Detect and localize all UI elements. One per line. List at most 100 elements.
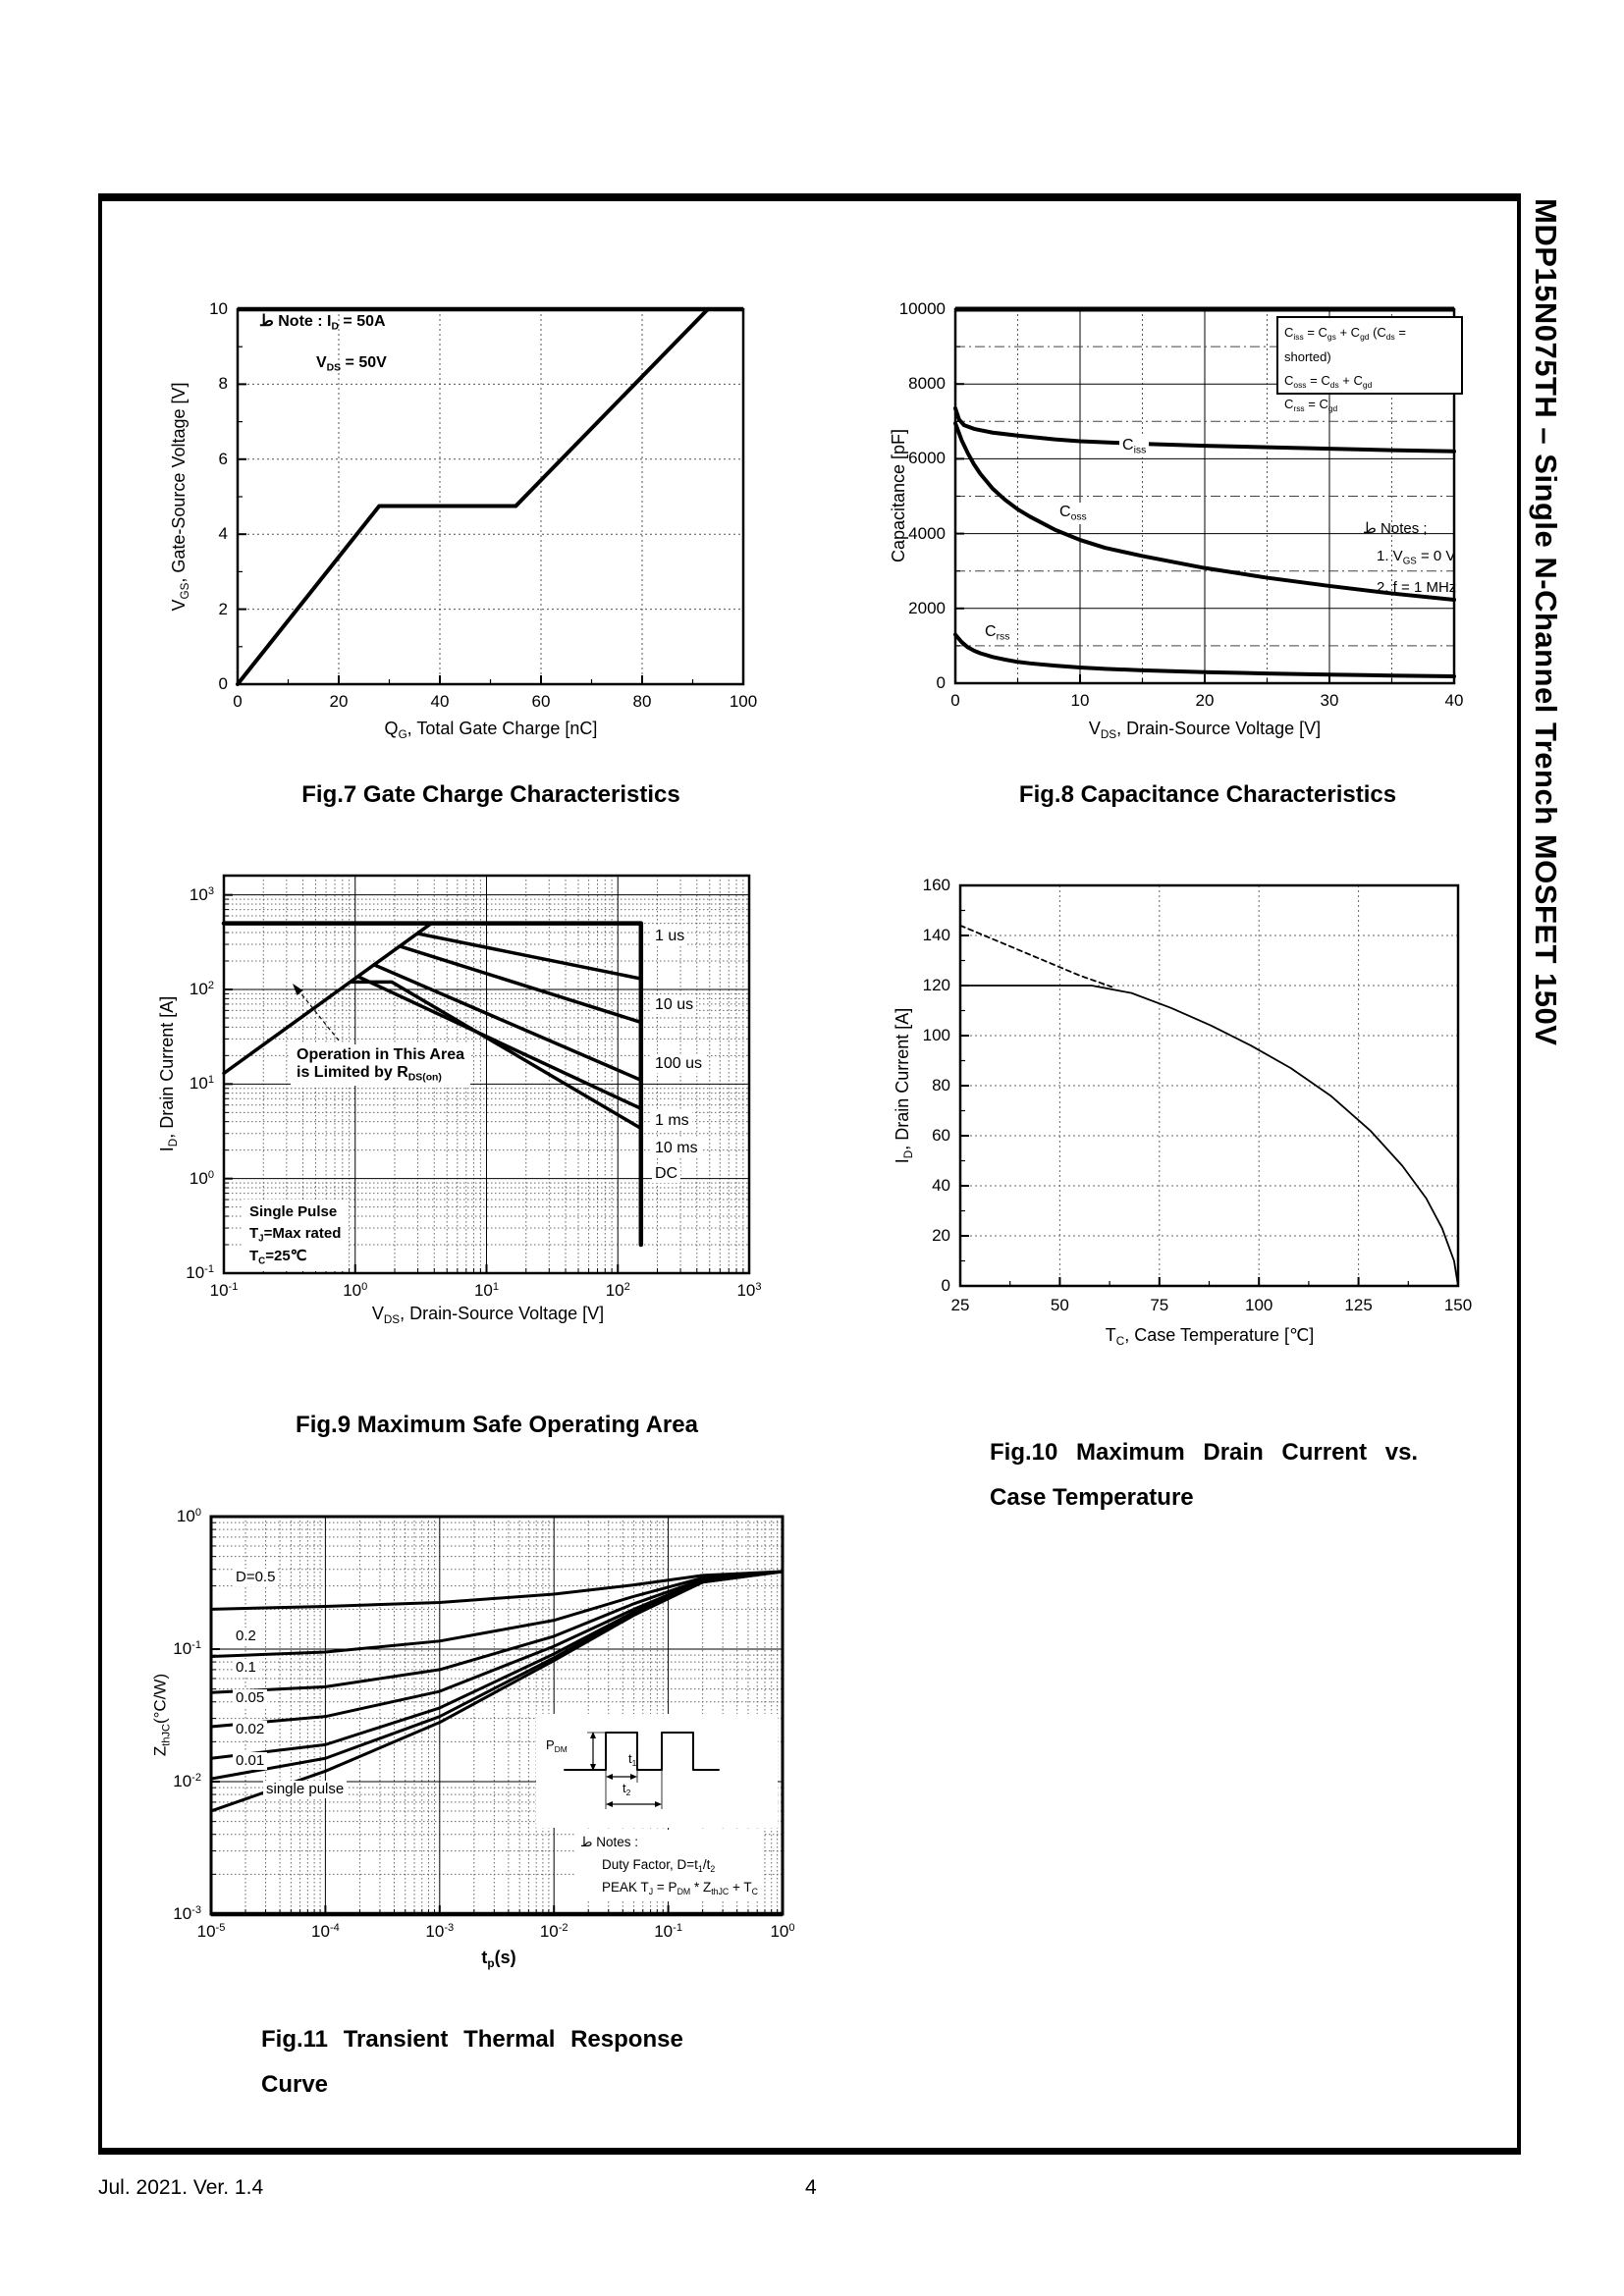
fig11-inset-pdm-label: PDM bbox=[546, 1737, 568, 1754]
y-tick-label: 100 bbox=[922, 1025, 950, 1044]
x-tick-label: 150 bbox=[1443, 1296, 1473, 1314]
fig8-legend-line2: Coss = Cds + Cgd bbox=[1284, 372, 1373, 390]
x-tick-label: 100 bbox=[343, 1281, 368, 1301]
Crss-curve bbox=[953, 632, 1456, 678]
fig11-label-d01: 0.1 bbox=[233, 1659, 259, 1677]
fig8-note-1: 1. VGS = 0 V bbox=[1377, 548, 1456, 567]
fig9-pulse-note-box: Single Pulse TJ=Max rated TC=25℃ bbox=[242, 1200, 350, 1271]
fig7-y-axis-label: VGS, Gate-Source Voltage [V] bbox=[168, 382, 192, 612]
fig11-note-peak-tj: PEAK TJ = PDM * ZthJC + TC bbox=[602, 1879, 758, 1896]
fig7-caption: Fig.7 Gate Charge Characteristics bbox=[301, 781, 680, 808]
fig9-label-1ms: 1 ms bbox=[652, 1111, 692, 1131]
x-tick-label: 125 bbox=[1344, 1296, 1373, 1314]
fig9-soa-note-line1: Operation in This Area bbox=[297, 1046, 464, 1063]
fig10-y-axis-label: ID, Drain Current [A] bbox=[892, 1007, 916, 1164]
y-tick-label: 10-1 bbox=[173, 1638, 201, 1658]
x-tick-label: 10-1 bbox=[654, 1922, 682, 1942]
y-tick-label: 0 bbox=[941, 1275, 950, 1295]
inset-arrowhead bbox=[606, 1774, 613, 1780]
y-tick-label: 103 bbox=[189, 884, 214, 904]
pulse-10us bbox=[415, 932, 643, 981]
y-tick-label: 100 bbox=[189, 1168, 214, 1188]
fig8-curve-label-coss: Coss bbox=[1056, 503, 1090, 525]
y-tick-label: 4 bbox=[218, 523, 228, 543]
x-tick-label: 10-4 bbox=[311, 1922, 340, 1942]
fig9-label-10us: 10 us bbox=[652, 995, 697, 1015]
soa-annotation-arrowhead bbox=[293, 984, 303, 995]
x-tick-label: 75 bbox=[1150, 1296, 1169, 1314]
dc bbox=[349, 980, 643, 1131]
x-tick-label: 50 bbox=[1050, 1296, 1069, 1314]
fig8-x-axis-label: VDS, Drain-Source Voltage [V] bbox=[1088, 719, 1322, 742]
fig10-caption-line1: Fig.10 Maximum Drain Current vs. bbox=[990, 1439, 1419, 1466]
y-tick-label: 2000 bbox=[908, 598, 946, 617]
fig9-y-axis-label: ID, Drain Current [A] bbox=[156, 995, 181, 1152]
x-tick-label: 80 bbox=[632, 692, 652, 711]
y-tick-label: 120 bbox=[922, 975, 950, 994]
x-tick-label: 0 bbox=[233, 692, 243, 711]
y-tick-label: 0 bbox=[218, 673, 228, 693]
y-tick-label: 8 bbox=[218, 374, 228, 394]
fig11-label-d02: 0.2 bbox=[233, 1628, 259, 1645]
fig8-caption: Fig.8 Capacitance Characteristics bbox=[1018, 781, 1397, 808]
footer-version: Jul. 2021. Ver. 1.4 bbox=[98, 2176, 264, 2199]
y-tick-label: 0 bbox=[936, 672, 946, 692]
fig11-notes-title: ط Notes : bbox=[580, 1835, 639, 1849]
fig9-label-1us: 1 us bbox=[652, 927, 688, 946]
y-tick-label: 10-2 bbox=[173, 1771, 201, 1790]
plot-border bbox=[236, 307, 745, 686]
soa-annotation-arrow bbox=[294, 985, 340, 1041]
fig11-notes-box: ط Notes : Duty Factor, D=t1/t2 PEAK TJ =… bbox=[574, 1830, 764, 1901]
x-tick-label: 20 bbox=[1195, 691, 1215, 710]
content-frame bbox=[98, 193, 1521, 2155]
y-tick-label: 10-3 bbox=[173, 1903, 201, 1923]
gate-charge-curve bbox=[236, 307, 710, 686]
fig10-caption-line2: Case Temperature bbox=[990, 1484, 1194, 1511]
inset-arrowhead bbox=[630, 1774, 637, 1780]
fig8-y-axis-label: Capacitance [pF] bbox=[889, 428, 909, 563]
fig8-note-2: 2. f = 1 MHz bbox=[1377, 579, 1457, 596]
pulse-100us bbox=[398, 944, 643, 1025]
fig11-inset-t2-label: t2 bbox=[623, 1781, 631, 1797]
y-tick-label: 140 bbox=[922, 925, 950, 944]
y-tick-label: 160 bbox=[922, 875, 950, 894]
fig8-legend-line3: Crss = Cgd bbox=[1284, 397, 1338, 414]
fig11-label-d002: 0.02 bbox=[233, 1721, 268, 1738]
footer-page-number: 4 bbox=[805, 2176, 817, 2199]
y-tick-label: 101 bbox=[189, 1074, 214, 1094]
fig8-legend-line1: Ciss = Cgs + Cgd (Cds = shorted) bbox=[1284, 325, 1406, 364]
fig9-soa-note-line2: is Limited by RDS(on) bbox=[297, 1064, 442, 1084]
single-pulse bbox=[209, 1570, 785, 1813]
fig11-y-axis-label: ZthJC(°C/W) bbox=[150, 1673, 173, 1757]
y-tick-label: 40 bbox=[932, 1175, 950, 1195]
fig11-label-d05: D=0.5 bbox=[233, 1569, 279, 1586]
y-tick-label: 102 bbox=[189, 979, 214, 998]
fig9-label-10ms: 10 ms bbox=[652, 1139, 701, 1158]
x-tick-label: 30 bbox=[1320, 691, 1339, 710]
fig9-caption: Fig.9 Maximum Safe Operating Area bbox=[296, 1412, 698, 1438]
pulse-10ms bbox=[355, 975, 643, 1111]
fig9-pulse-note-line2: TJ=Max rated bbox=[249, 1224, 342, 1245]
x-tick-label: 10-2 bbox=[539, 1922, 568, 1942]
sidebar-title: MDP15N075TH – Single N-Channel Trench MO… bbox=[1529, 198, 1563, 1046]
x-tick-label: 10 bbox=[1070, 691, 1090, 710]
fig9-soa-note-box: Operation in This Area is Limited by RDS… bbox=[291, 1044, 470, 1086]
fig10-x-axis-label: TC, Case Temperature [℃] bbox=[1105, 1325, 1315, 1349]
x-tick-label: 10-5 bbox=[196, 1922, 226, 1942]
fig11-caption-line2: Curve bbox=[261, 2071, 329, 2098]
fig11-inset-t1-label: t1 bbox=[628, 1751, 637, 1768]
pulse-1ms bbox=[372, 963, 643, 1083]
fig9-x-axis-label: VDS, Drain-Source Voltage [V] bbox=[371, 1304, 605, 1327]
inset-arrowhead bbox=[590, 1732, 596, 1738]
y-tick-label: 8000 bbox=[908, 373, 946, 393]
id-vs-tc-extrapolation bbox=[959, 924, 1113, 988]
x-tick-label: 103 bbox=[736, 1281, 762, 1301]
x-tick-label: 101 bbox=[473, 1281, 500, 1301]
x-tick-label: 100 bbox=[1245, 1296, 1273, 1314]
x-tick-label: 102 bbox=[605, 1281, 630, 1301]
y-tick-label: 100 bbox=[176, 1506, 201, 1525]
inset-arrowhead bbox=[655, 1801, 662, 1807]
rdson-limit-line bbox=[222, 921, 434, 1076]
fig11-x-axis-label: tp(s) bbox=[481, 1948, 516, 1971]
x-tick-label: 40 bbox=[1444, 691, 1464, 710]
